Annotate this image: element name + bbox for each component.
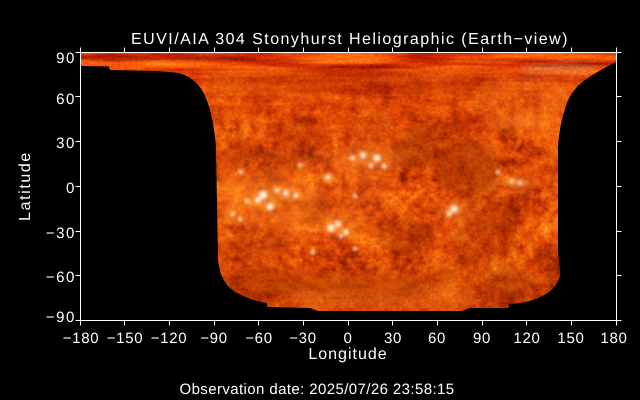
svg-text:180: 180: [600, 330, 627, 347]
svg-text:120: 120: [513, 330, 540, 347]
svg-text:−150: −150: [107, 330, 144, 347]
svg-text:−90: −90: [200, 330, 228, 347]
svg-text:Longitude: Longitude: [308, 346, 387, 363]
svg-text:60: 60: [56, 91, 76, 108]
svg-text:−60: −60: [46, 269, 76, 286]
svg-text:0: 0: [343, 330, 352, 347]
svg-text:−30: −30: [289, 330, 317, 347]
svg-text:−60: −60: [245, 330, 273, 347]
svg-text:60: 60: [428, 330, 446, 347]
svg-text:90: 90: [473, 330, 491, 347]
svg-text:0: 0: [66, 180, 76, 197]
svg-text:EUVI/AIA 304 Stonyhurst Heliog: EUVI/AIA 304 Stonyhurst Heliographic (Ea…: [131, 31, 569, 48]
svg-text:Observation date: 2025/07/26 2: Observation date: 2025/07/26 23:58:15: [180, 381, 455, 398]
svg-text:−90: −90: [46, 309, 76, 326]
svg-text:−120: −120: [151, 330, 188, 347]
svg-text:150: 150: [557, 330, 584, 347]
svg-text:30: 30: [56, 135, 76, 152]
svg-text:−180: −180: [63, 330, 100, 347]
svg-text:90: 90: [56, 50, 76, 67]
svg-text:30: 30: [384, 330, 402, 347]
svg-text:Latitude: Latitude: [17, 151, 34, 221]
svg-text:−30: −30: [46, 225, 76, 242]
